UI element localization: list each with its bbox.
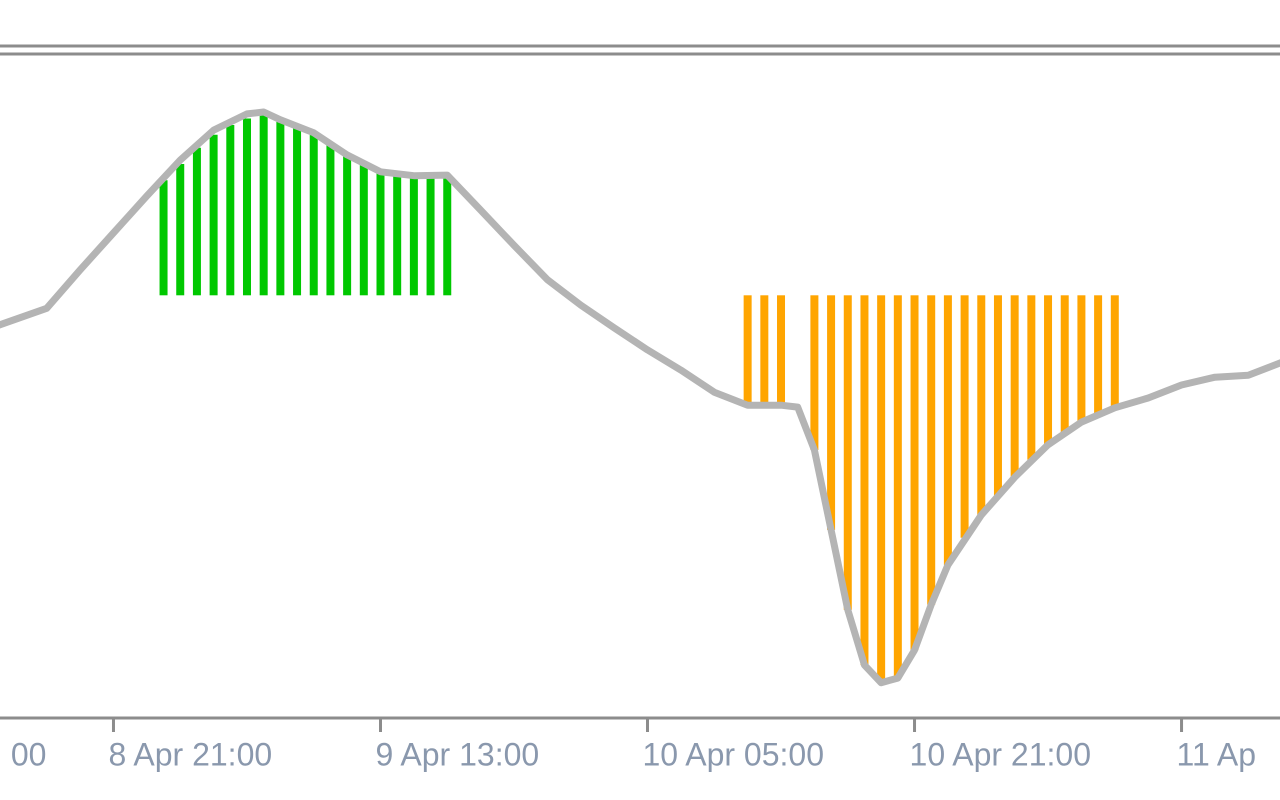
histogram-bar: [1094, 295, 1103, 415]
x-tick-label: 10 Apr 05:00: [643, 736, 824, 772]
histogram-bar: [343, 154, 352, 296]
histogram-bar: [777, 295, 786, 406]
histogram-bar: [810, 295, 819, 450]
histogram-bar: [960, 295, 969, 538]
histogram-bar: [943, 295, 952, 566]
histogram-bar: [293, 128, 302, 296]
histogram-bar: [743, 295, 752, 406]
histogram-bar: [376, 170, 385, 296]
histogram-bar: [209, 134, 218, 296]
histogram-bar: [176, 164, 185, 296]
histogram-bar: [1044, 295, 1053, 445]
histogram-bar: [893, 295, 902, 679]
x-tick-label: 00: [11, 736, 47, 772]
histogram-bar: [860, 295, 869, 666]
histogram-bar: [192, 147, 201, 296]
histogram-bar: [927, 295, 936, 605]
histogram-bar: [443, 175, 452, 296]
histogram-bar: [843, 295, 852, 610]
histogram-bar: [259, 115, 268, 296]
x-tick-label: 8 Apr 21:00: [108, 736, 272, 772]
histogram-bar: [1010, 295, 1019, 478]
histogram-bar: [393, 173, 402, 296]
histogram-bar: [359, 164, 368, 296]
histogram-bar: [877, 295, 886, 683]
histogram-bar: [1027, 295, 1036, 460]
histogram-bar: [977, 295, 986, 515]
histogram-bar: [426, 175, 435, 296]
x-tick-label: 10 Apr 21:00: [910, 736, 1091, 772]
histogram-bar: [1077, 295, 1086, 423]
x-tick-label: 9 Apr 13:00: [375, 736, 539, 772]
histogram-bar: [760, 295, 769, 406]
histogram-bar: [910, 295, 919, 651]
indicator-line: [0, 108, 1280, 687]
histogram-bar: [1110, 295, 1119, 408]
histogram-bar: [827, 295, 836, 530]
histogram-bar: [242, 118, 251, 296]
x-tick-label: 11 Ap: [1177, 736, 1256, 772]
histogram-bar: [409, 175, 418, 296]
histogram-bar: [1060, 295, 1069, 433]
histogram-bar: [309, 134, 318, 296]
histogram-bar: [326, 144, 335, 296]
histogram-bar: [226, 125, 235, 296]
histogram-bar: [159, 180, 168, 296]
histogram-bar: [276, 121, 285, 296]
histogram-bar: [993, 295, 1002, 496]
